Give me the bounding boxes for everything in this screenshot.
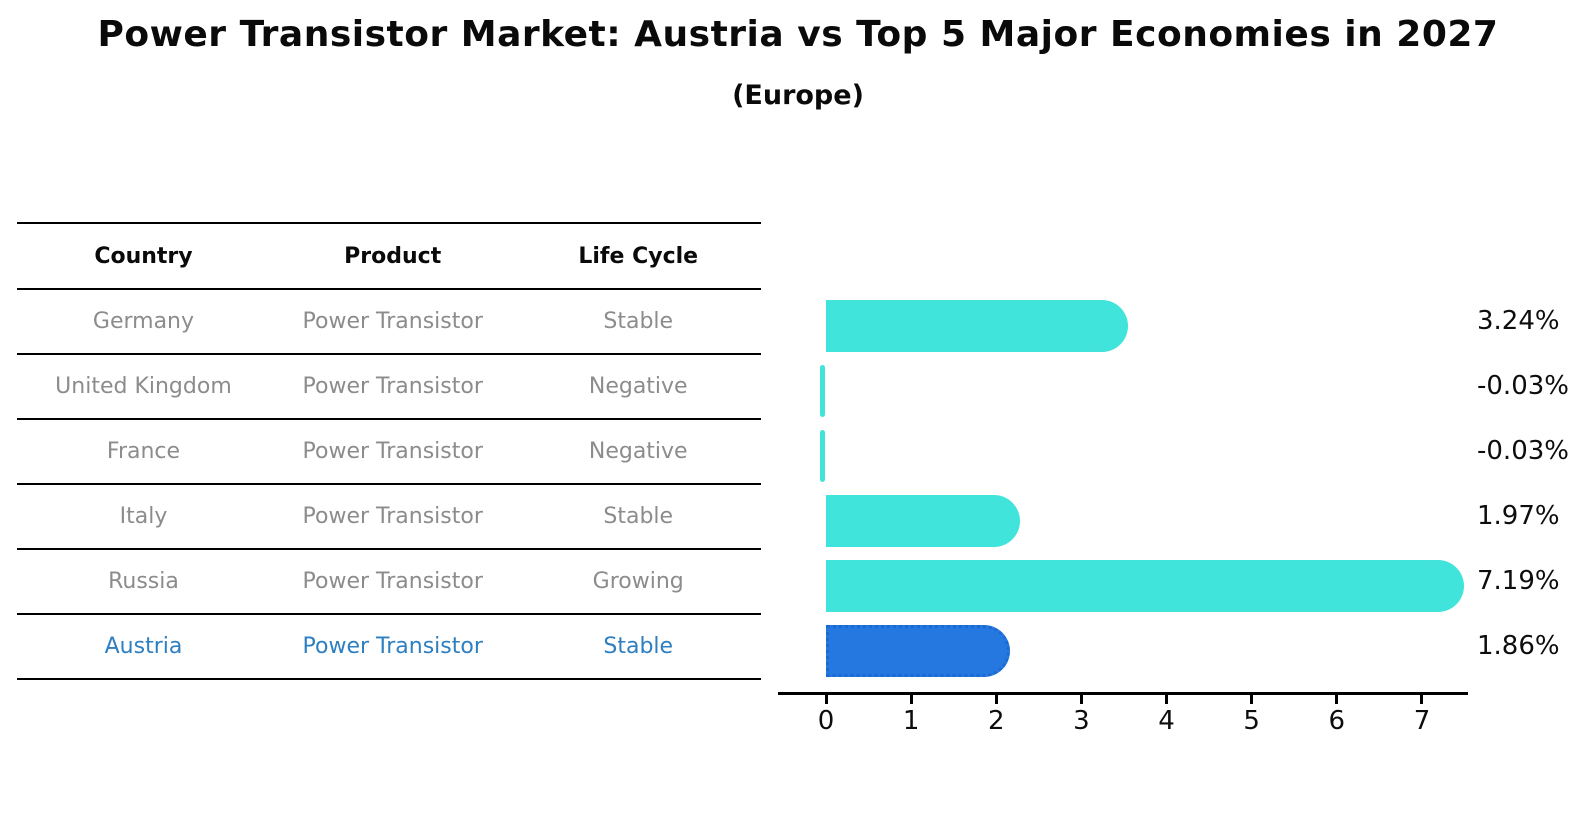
x-tick-label: 3 [1073, 706, 1090, 736]
column-header-product: Product [344, 243, 442, 269]
x-tick-label: 0 [817, 706, 835, 736]
bar-value-label: -0.03% [1477, 436, 1569, 466]
bar [826, 560, 1465, 612]
x-tick-label: 2 [987, 706, 1005, 736]
bar [826, 625, 1011, 677]
cell-product: Power Transistor [302, 374, 483, 399]
cell-product: Power Transistor [302, 309, 483, 334]
table-row: Germany Power Transistor Stable [17, 290, 761, 355]
chart-title: Power Transistor Market: Austria vs Top … [97, 14, 1499, 55]
x-axis-line [778, 692, 1468, 695]
bar [820, 430, 825, 482]
chart-subtitle: (Europe) [732, 80, 864, 111]
cell-country: France [106, 439, 181, 464]
cell-product: Power Transistor [302, 504, 483, 529]
x-tick-label: 7 [1413, 706, 1431, 736]
table-row: Austria Power Transistor Stable [17, 615, 761, 680]
x-tick-label: 4 [1158, 706, 1175, 736]
table-row: Russia Power Transistor Growing [17, 550, 761, 615]
table-row: Italy Power Transistor Stable [17, 485, 761, 550]
cell-country: Germany [92, 309, 195, 334]
x-tick-label: 1 [902, 706, 920, 736]
x-tick-mark [1335, 695, 1339, 704]
cell-product: Power Transistor [302, 569, 483, 594]
x-tick-mark [824, 695, 828, 704]
table-row: France Power Transistor Negative [17, 420, 761, 485]
bar-value-label: -0.03% [1477, 371, 1569, 401]
x-tick-mark [1079, 695, 1083, 704]
bar-value-label: 1.97% [1477, 501, 1560, 531]
bar [826, 300, 1128, 352]
bar [820, 365, 825, 417]
cell-life-cycle: Stable [603, 504, 674, 529]
cell-life-cycle: Negative [588, 374, 688, 399]
cell-country: Italy [119, 504, 168, 529]
cell-life-cycle: Stable [603, 634, 674, 659]
x-tick-mark [994, 695, 998, 704]
cell-product: Power Transistor [302, 439, 483, 464]
bar-value-label: 3.24% [1477, 306, 1560, 336]
x-tick-mark [1165, 695, 1169, 704]
cell-life-cycle: Negative [588, 439, 688, 464]
bar [826, 495, 1020, 547]
x-tick-mark [909, 695, 913, 704]
table-row: United Kingdom Power Transistor Negative [17, 355, 761, 420]
x-tick-mark [1420, 695, 1424, 704]
x-tick-label: 5 [1243, 706, 1260, 736]
bar-value-label: 7.19% [1477, 566, 1560, 596]
cell-country: Austria [104, 634, 183, 659]
cell-life-cycle: Stable [603, 309, 674, 334]
country-table: Country Product Life Cycle Germany Power… [17, 222, 761, 680]
cell-product: Power Transistor [302, 634, 483, 659]
table-header-row: Country Product Life Cycle [17, 224, 761, 290]
cell-country: United Kingdom [55, 374, 232, 399]
x-tick-mark [1250, 695, 1254, 704]
x-tick-label: 6 [1328, 706, 1346, 736]
column-header-country: Country [94, 243, 193, 269]
cell-country: Russia [108, 569, 179, 594]
column-header-life-cycle: Life Cycle [578, 243, 699, 269]
bar-value-label: 1.86% [1477, 631, 1560, 661]
cell-life-cycle: Growing [592, 569, 684, 594]
